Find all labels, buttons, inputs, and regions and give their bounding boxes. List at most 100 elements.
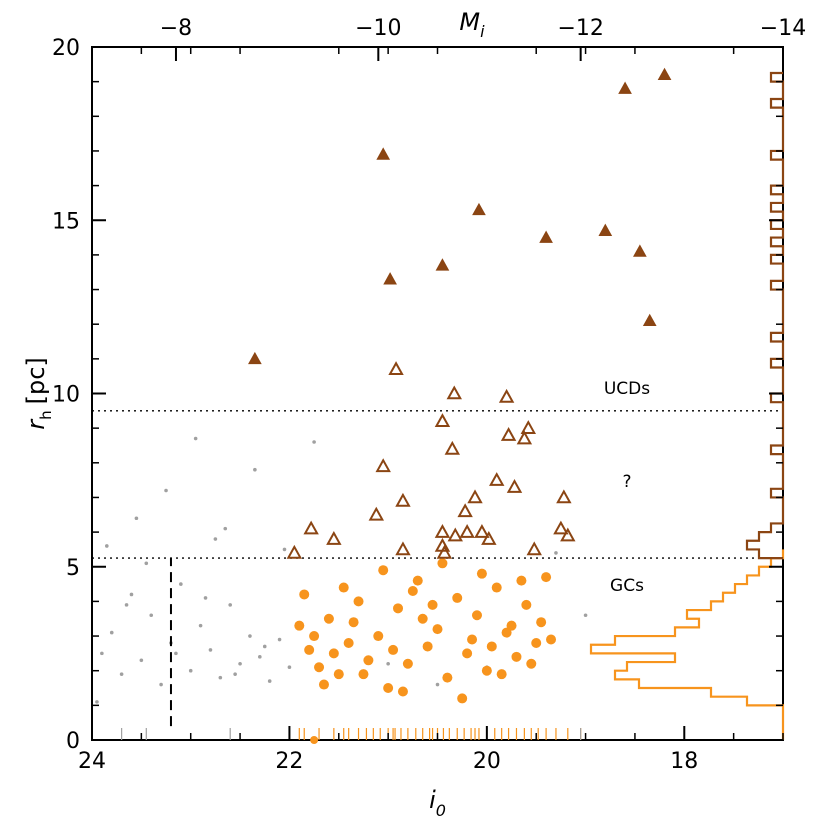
x-axis-title: i0 bbox=[429, 786, 446, 820]
gc-point bbox=[526, 658, 537, 669]
ucd-filled-triangle bbox=[539, 230, 553, 243]
background-point bbox=[124, 603, 129, 607]
gc-point bbox=[363, 655, 374, 666]
y-tick-label: 0 bbox=[66, 729, 80, 754]
ucd-open-triangle bbox=[500, 427, 517, 441]
background-point bbox=[435, 682, 440, 687]
ucd-open-triangle bbox=[446, 385, 462, 400]
top-tick-label: −12 bbox=[557, 16, 603, 41]
gc-point bbox=[304, 644, 315, 655]
ucd-filled-triangle bbox=[598, 223, 613, 236]
background-point bbox=[554, 551, 558, 555]
ucd-open-triangle bbox=[506, 478, 523, 493]
gc-point bbox=[373, 631, 384, 642]
ucd-open-triangle bbox=[457, 503, 473, 518]
x-tick-label: 24 bbox=[78, 749, 106, 774]
ucd-open-triangle bbox=[526, 541, 542, 556]
background-point bbox=[208, 648, 213, 652]
background-point bbox=[174, 651, 178, 656]
gc-point bbox=[333, 669, 344, 680]
background-point bbox=[213, 537, 218, 541]
ucd-filled-triangle bbox=[618, 81, 632, 94]
ucd-open-triangle bbox=[516, 430, 533, 445]
y-tick-label: 10 bbox=[52, 383, 80, 408]
ucd-open-triangle bbox=[481, 530, 497, 545]
gc-point bbox=[388, 644, 399, 655]
background-point bbox=[100, 651, 104, 656]
gc-point bbox=[511, 651, 522, 662]
background-point bbox=[188, 668, 193, 673]
background-point bbox=[159, 682, 163, 687]
background-point bbox=[149, 613, 154, 618]
background-point bbox=[277, 637, 282, 642]
gc-point bbox=[486, 641, 497, 652]
ucd-open-triangle bbox=[368, 506, 384, 521]
background-point bbox=[139, 658, 144, 663]
gc-point bbox=[383, 683, 394, 694]
annotation-question: ? bbox=[622, 472, 631, 492]
background-point bbox=[223, 526, 228, 531]
background-point bbox=[386, 661, 390, 666]
background-point bbox=[134, 516, 139, 521]
ucd-filled-triangle bbox=[657, 67, 672, 81]
ucd-open-triangle bbox=[303, 520, 319, 535]
ucd-open-triangle bbox=[498, 388, 515, 403]
gc-point bbox=[402, 658, 413, 669]
top-tick-label: −8 bbox=[160, 16, 192, 41]
ucd-open-triangle bbox=[447, 527, 463, 542]
gc-point bbox=[442, 672, 453, 683]
background-point bbox=[164, 488, 168, 493]
background-point bbox=[198, 623, 203, 628]
top-axis-title: Mi bbox=[459, 8, 485, 41]
annotation-ucd: UCDs bbox=[604, 379, 650, 399]
ucd-open-triangle bbox=[395, 541, 411, 556]
background-point bbox=[253, 467, 257, 472]
ucd-open-triangle bbox=[459, 524, 475, 538]
gc-point bbox=[314, 662, 325, 673]
ucd-filled-triangle bbox=[633, 244, 647, 257]
ucd-open-triangle bbox=[553, 520, 569, 535]
y-axis-title-unit: [pc] bbox=[22, 357, 50, 404]
gc-point bbox=[378, 565, 389, 576]
top-tick-label: −10 bbox=[355, 16, 401, 41]
gc-point bbox=[338, 582, 349, 593]
gc-point bbox=[417, 613, 428, 624]
y-tick-label: 15 bbox=[52, 209, 80, 234]
gc-point bbox=[299, 589, 310, 600]
ucd-filled-triangle bbox=[472, 202, 486, 216]
ucd-open-triangle bbox=[467, 489, 483, 504]
background-point bbox=[282, 547, 287, 552]
gc-point bbox=[506, 620, 517, 631]
ucd-filled-triangle bbox=[248, 351, 262, 365]
gc-point bbox=[462, 648, 473, 659]
gc-point bbox=[531, 637, 542, 648]
background-point bbox=[258, 655, 262, 659]
ucd-histogram bbox=[745, 71, 785, 560]
gc-point bbox=[496, 669, 507, 680]
x-tick-label: 20 bbox=[473, 749, 501, 774]
background-point bbox=[248, 634, 252, 638]
gc-point bbox=[536, 617, 547, 628]
gc-point bbox=[457, 693, 468, 704]
gc-point bbox=[476, 568, 487, 579]
gc-point bbox=[427, 599, 438, 610]
ucd-open-triangle bbox=[520, 420, 537, 434]
background-point bbox=[95, 700, 99, 704]
background-point bbox=[228, 603, 232, 607]
gc-point bbox=[397, 686, 408, 697]
ucd-open-triangle bbox=[326, 530, 342, 545]
ucd-filled-triangle bbox=[383, 272, 397, 285]
gc-point bbox=[393, 603, 404, 614]
ucd-open-triangle bbox=[444, 440, 461, 455]
gc-point bbox=[422, 641, 433, 652]
y-axis-title-sub: h bbox=[37, 410, 55, 420]
ucd-open-triangle bbox=[434, 524, 451, 538]
gc-point bbox=[309, 631, 320, 642]
gc-point bbox=[323, 613, 334, 624]
ucd-open-triangle bbox=[474, 524, 490, 538]
background-point bbox=[583, 613, 588, 618]
gc-point bbox=[481, 665, 492, 676]
ucd-filled-triangle bbox=[435, 258, 450, 271]
